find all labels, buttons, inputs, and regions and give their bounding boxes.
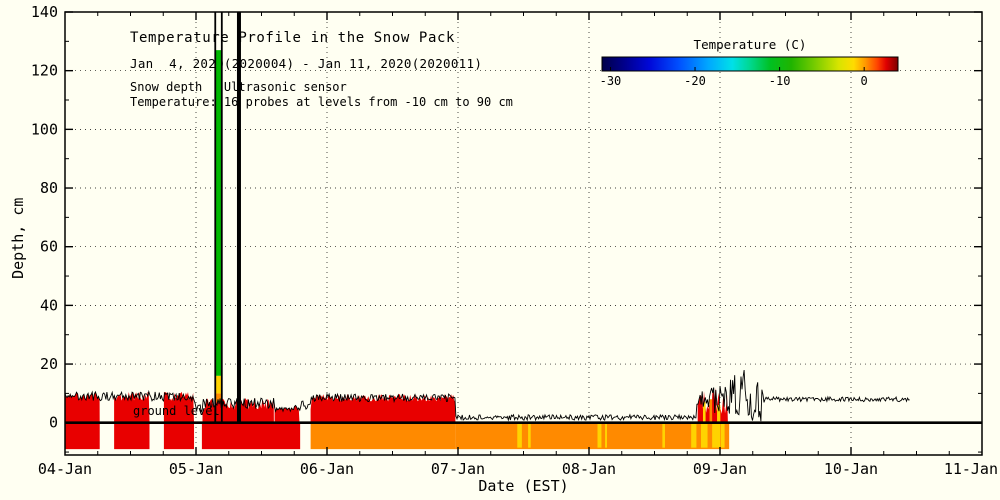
- svg-text:120: 120: [31, 62, 58, 80]
- svg-text:06-Jan: 06-Jan: [300, 460, 354, 478]
- svg-text:07-Jan: 07-Jan: [431, 460, 485, 478]
- axes-frame-ticks: [64, 11, 983, 456]
- svg-text:11-Jan: 11-Jan: [944, 460, 998, 478]
- svg-text:10-Jan: 10-Jan: [824, 460, 878, 478]
- temperature-color-fills: [65, 50, 730, 450]
- svg-text:08-Jan: 08-Jan: [562, 460, 616, 478]
- svg-text:100: 100: [31, 120, 58, 138]
- svg-text:20: 20: [40, 355, 58, 373]
- colorbar-title: Temperature (C): [693, 37, 807, 52]
- svg-text:0: 0: [49, 414, 58, 432]
- svg-text:0: 0: [861, 74, 868, 88]
- sensor-glitch-spikes: [214, 12, 241, 423]
- svg-text:09-Jan: 09-Jan: [693, 460, 747, 478]
- svg-text:-10: -10: [769, 74, 791, 88]
- svg-text:40: 40: [40, 296, 58, 314]
- note-temperature-probes: Temperature: 16 probes at levels from -1…: [130, 95, 513, 109]
- svg-text:05-Jan: 05-Jan: [169, 460, 223, 478]
- grid-lines: [65, 11, 982, 455]
- svg-text:-20: -20: [684, 74, 706, 88]
- note-snow-depth: Snow depth Ultrasonic sensor: [130, 80, 347, 94]
- svg-text:-30: -30: [600, 74, 622, 88]
- temperature-colorbar: -30 -20 -10 0: [600, 56, 899, 88]
- svg-text:60: 60: [40, 238, 58, 256]
- snow-depth-trace: [64, 369, 910, 422]
- svg-text:140: 140: [31, 3, 58, 21]
- svg-text:80: 80: [40, 179, 58, 197]
- chart-title: Temperature Profile in the Snow Pack: [130, 30, 456, 46]
- y-axis-tick-labels: 0 20 40 60 80 100 120 140: [31, 3, 58, 432]
- x-axis-tick-labels: 04-Jan 05-Jan 06-Jan 07-Jan 08-Jan 09-Jan 10-J…: [38, 460, 998, 478]
- svg-text:04-Jan: 04-Jan: [38, 460, 92, 478]
